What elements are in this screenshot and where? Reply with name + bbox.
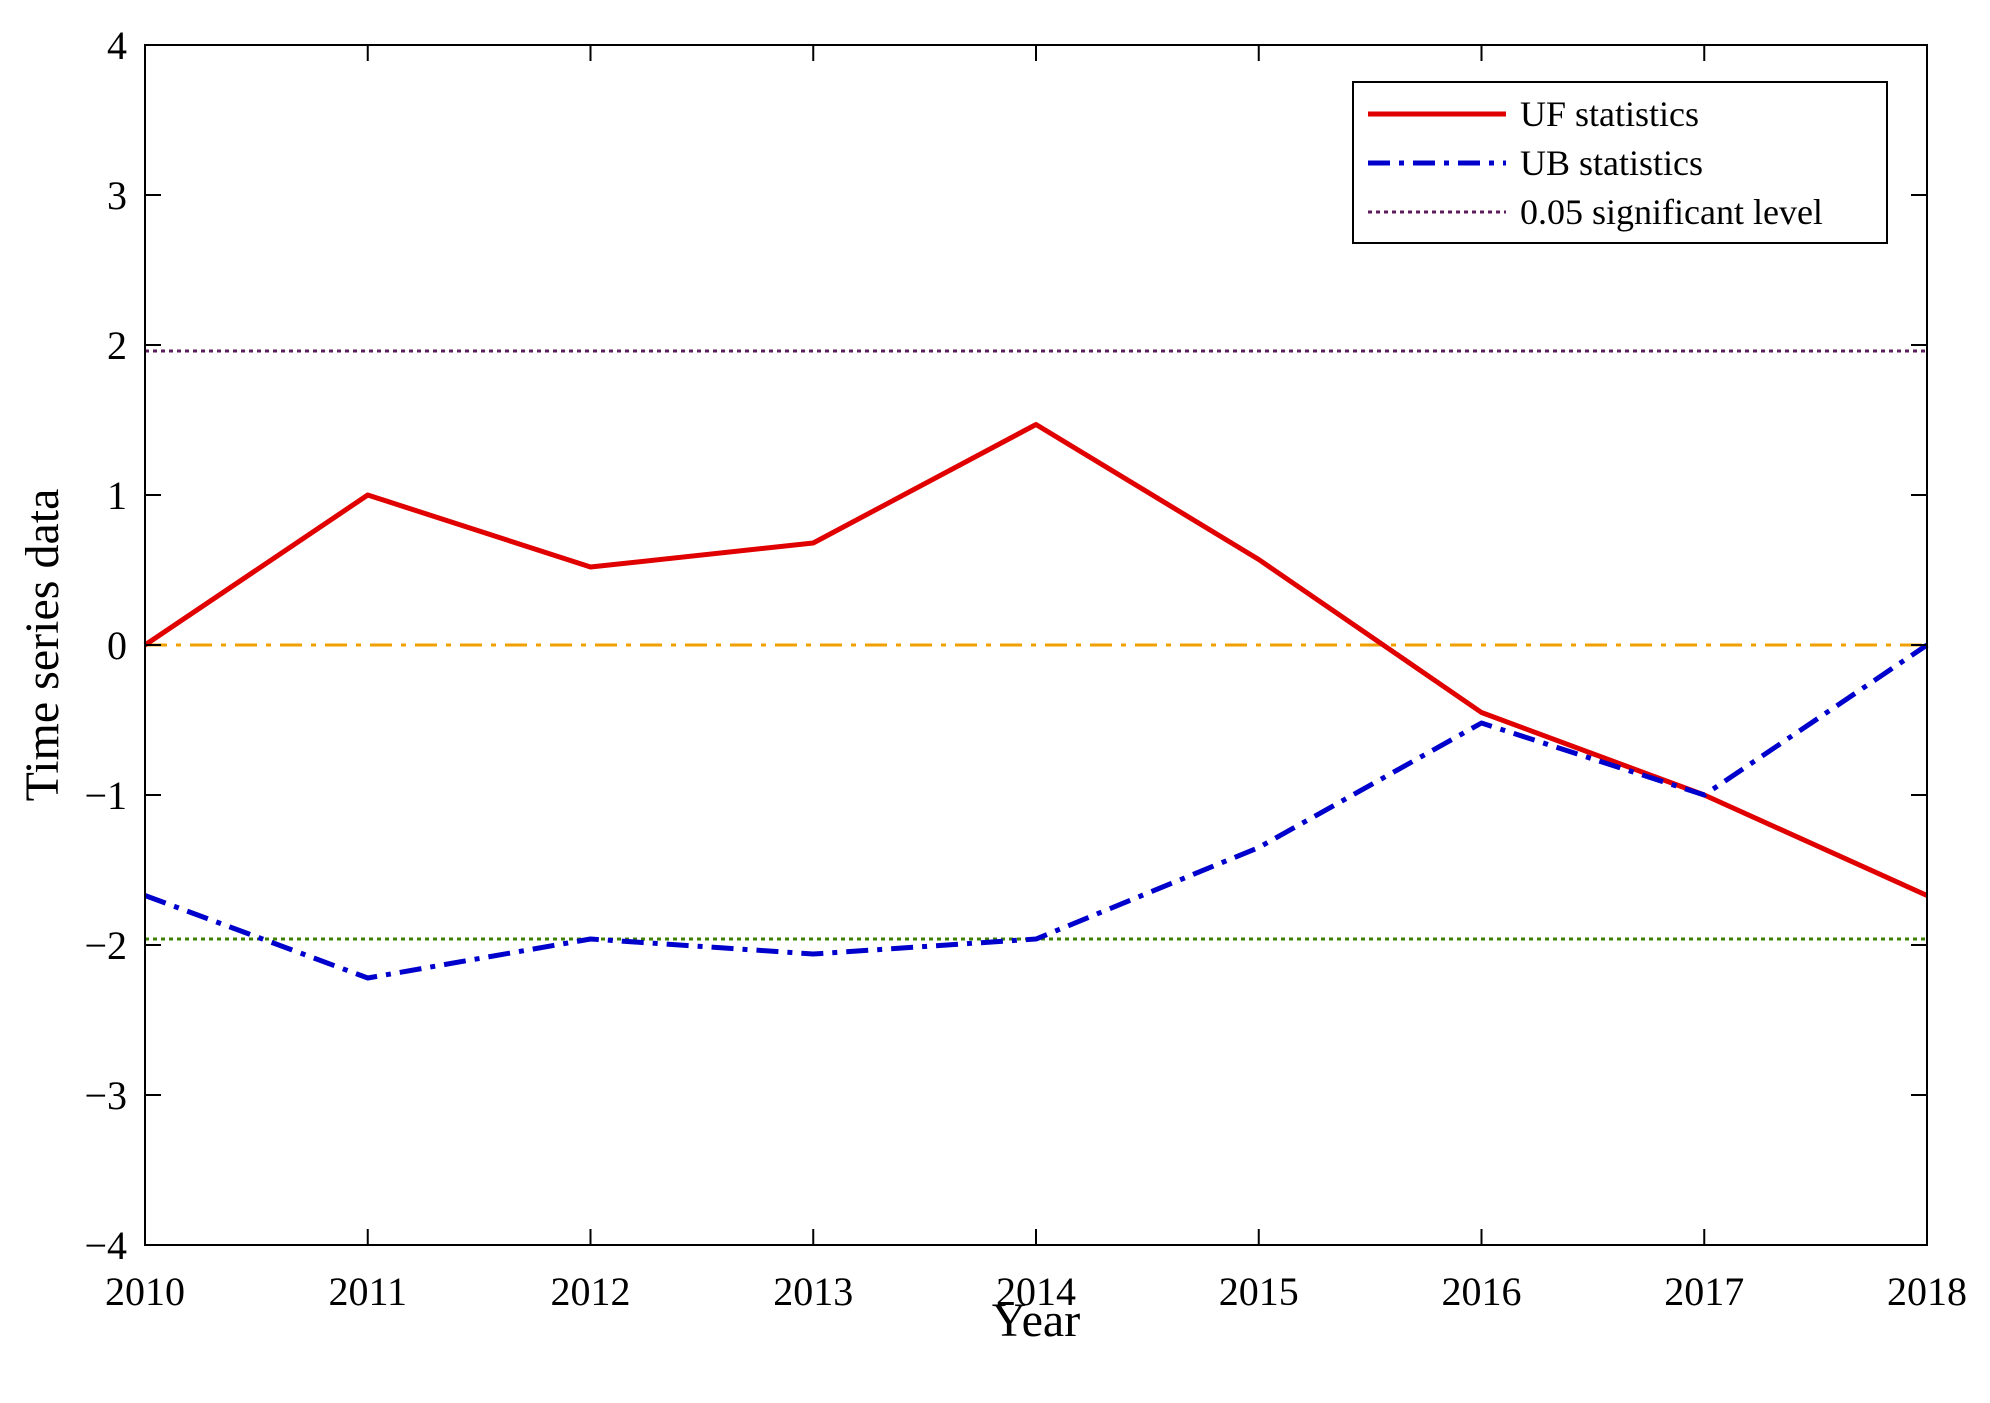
y-tick-label: 0 <box>107 623 127 668</box>
x-tick-label: 2013 <box>773 1269 853 1314</box>
x-tick-label: 2011 <box>328 1269 407 1314</box>
y-axis-title: Time series data <box>16 489 69 802</box>
y-tick-label: −2 <box>84 923 127 968</box>
ub-statistics-line <box>144 642 1929 981</box>
y-tick-label: −4 <box>84 1223 127 1268</box>
legend: UF statistics UB statistics 0.05 significa… <box>1352 81 1888 244</box>
legend-label: UB statistics <box>1520 143 1703 183</box>
x-tick-label: 2015 <box>1219 1269 1299 1314</box>
x-tick-label: 2012 <box>551 1269 631 1314</box>
y-tick-label: −1 <box>84 773 127 818</box>
series-lines <box>143 349 1929 981</box>
axes: 2010 2011 2012 2013 2014 2015 2016 2017 2018−4−3… <box>16 23 1967 1347</box>
legend-box <box>1352 81 1888 244</box>
x-tick-label: 2010 <box>105 1269 185 1314</box>
y-tick-label: 3 <box>107 173 127 218</box>
x-tick-label: 2018 <box>1887 1269 1967 1314</box>
y-tick-label: −3 <box>84 1073 127 1118</box>
y-tick-label: 4 <box>107 23 127 68</box>
legend-label: UF statistics <box>1520 94 1699 134</box>
y-tick-label: 1 <box>107 473 127 518</box>
y-tick-label: 2 <box>107 323 127 368</box>
legend-label: 0.05 significant level <box>1520 192 1823 232</box>
x-tick-label: 2017 <box>1664 1269 1744 1314</box>
x-axis-title: Year <box>992 1294 1080 1347</box>
x-tick-label: 2016 <box>1442 1269 1522 1314</box>
x-tick-label: 2014 <box>996 1269 1076 1314</box>
uf-statistics-line <box>143 422 1929 898</box>
